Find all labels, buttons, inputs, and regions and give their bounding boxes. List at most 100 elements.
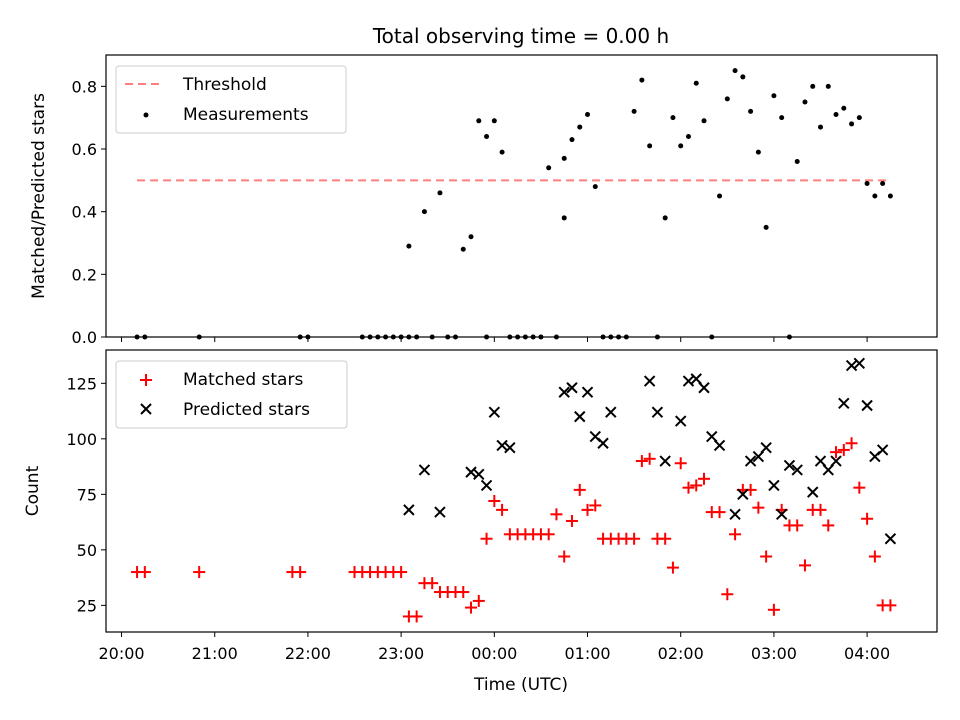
- predicted-star-point: [574, 410, 586, 423]
- predicted-star-point: [775, 508, 788, 521]
- measurement-point: [507, 334, 513, 340]
- bottom-y-tick-label: 125: [66, 374, 97, 393]
- matched-star-point: [465, 601, 478, 614]
- matched-legend-label: Matched stars: [183, 370, 303, 390]
- threshold-legend-label: Threshold: [182, 75, 267, 95]
- measurement-point: [616, 334, 622, 340]
- x-tick-label: 04:00: [844, 644, 890, 663]
- measurement-point: [134, 334, 140, 340]
- measurement-point: [647, 143, 653, 149]
- matched-star-point: [868, 550, 881, 563]
- predicted-star-point: [465, 466, 477, 478]
- measurement-point: [367, 334, 373, 340]
- measurements-legend-swatch: [143, 112, 149, 118]
- measurement-point: [631, 108, 637, 114]
- measurement-point: [491, 118, 497, 124]
- top-plot-frame: [105, 54, 938, 338]
- predicted-star-point: [876, 444, 889, 456]
- measurement-point: [297, 334, 303, 340]
- predicted-star-point: [861, 399, 873, 412]
- matched-star-point: [698, 472, 711, 485]
- matched-star-point: [760, 550, 773, 563]
- predicted-star-point: [434, 506, 446, 518]
- measurement-point: [685, 133, 691, 139]
- measurement-point: [390, 334, 396, 340]
- measurement-point: [717, 193, 723, 199]
- predicted-star-point: [713, 439, 726, 452]
- matched-star-point: [426, 577, 439, 590]
- matched-star-point: [798, 559, 811, 572]
- predicted-star-point: [783, 459, 796, 472]
- x-tick-label: 22:00: [285, 644, 331, 663]
- matched-star-point: [488, 494, 501, 507]
- measurement-point: [864, 180, 870, 186]
- matched-star-point: [729, 528, 742, 541]
- matched-star-point: [682, 481, 695, 494]
- bottom-y-tick-label: 75: [77, 485, 97, 504]
- measurement-point: [421, 209, 427, 215]
- measurement-point: [530, 334, 536, 340]
- predicted-legend-swatch: [140, 403, 152, 415]
- bottom-legend: Matched stars Predicted stars: [115, 360, 348, 429]
- matched-star-point: [628, 532, 641, 545]
- top-y-ticks: 0.0 0.2 0.4 0.6 0.8: [72, 77, 106, 347]
- measurement-point: [724, 96, 730, 102]
- matched-star-point: [496, 503, 509, 516]
- matched-star-point: [410, 610, 423, 623]
- matched-star-point: [791, 519, 804, 532]
- predicted-star-point: [853, 357, 866, 370]
- measurement-point: [608, 334, 614, 340]
- measurement-point: [445, 334, 451, 340]
- matched-star-point: [193, 566, 206, 579]
- measurement-point: [841, 105, 847, 111]
- measurement-point: [794, 159, 800, 165]
- measurement-point: [849, 121, 855, 127]
- measurement-point: [732, 68, 738, 74]
- matched-star-point: [395, 566, 408, 579]
- predicted-star-point: [605, 406, 617, 418]
- measurements-legend-label: Measurements: [183, 105, 309, 125]
- predicted-star-point: [581, 386, 594, 398]
- measurement-point: [414, 334, 420, 340]
- x-axis-label: Time (UTC): [473, 675, 568, 695]
- top-panel: Total observing time = 0.00 h 0.00.20.40…: [29, 24, 938, 347]
- measurement-point: [639, 77, 645, 83]
- measurement-point: [763, 224, 769, 230]
- predicted-star-point: [496, 439, 508, 452]
- measurement-point: [515, 334, 521, 340]
- bottom-y-ticks: 25 50 75 100 125: [66, 374, 106, 615]
- measurement-point: [142, 334, 148, 340]
- measurement-point: [786, 334, 792, 340]
- matched-legend-swatch: [140, 374, 152, 386]
- measurement-point: [484, 334, 490, 340]
- predicted-star-point: [675, 415, 687, 427]
- measurement-point: [771, 93, 777, 99]
- matched-stars-points: [131, 437, 897, 623]
- measurement-point: [468, 234, 474, 240]
- matched-star-point: [861, 512, 874, 525]
- predicted-star-point: [698, 382, 710, 394]
- matched-star-point: [472, 594, 485, 607]
- measurement-point: [561, 215, 567, 221]
- matched-star-point: [635, 455, 648, 468]
- x-tick-label: 02:00: [658, 644, 704, 663]
- predicted-star-point: [791, 464, 803, 476]
- x-tick-label: 03:00: [751, 644, 797, 663]
- predicted-star-point: [760, 441, 772, 454]
- matched-star-point: [589, 499, 602, 512]
- measurement-point: [569, 137, 575, 143]
- matched-star-point: [666, 561, 679, 574]
- matched-star-point: [884, 599, 897, 612]
- predicted-star-point: [659, 455, 671, 467]
- matched-star-point: [550, 508, 563, 521]
- matched-star-point: [837, 443, 850, 456]
- measurement-point: [709, 334, 715, 340]
- matched-star-point: [830, 446, 843, 459]
- matched-star-point: [573, 483, 586, 496]
- measurement-point: [833, 112, 839, 118]
- predicted-star-point: [845, 359, 858, 372]
- x-tick-label: 01:00: [564, 644, 610, 663]
- top-legend-box: [115, 65, 347, 134]
- predicted-star-point: [566, 382, 578, 394]
- measurement-point: [522, 334, 528, 340]
